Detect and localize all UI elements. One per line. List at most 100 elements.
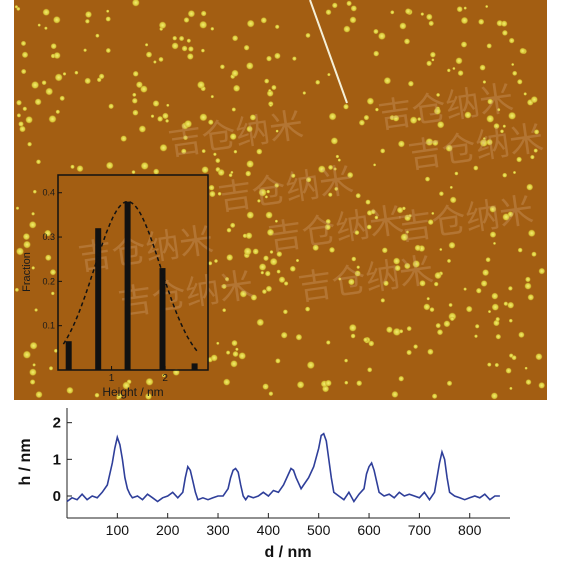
profile-x-tick-label: 200: [156, 522, 180, 538]
afm-particle: [105, 16, 111, 22]
afm-particle: [55, 109, 61, 115]
afm-particle: [95, 33, 100, 38]
afm-particle: [231, 35, 239, 42]
inset-bar: [124, 201, 131, 370]
afm-particle: [50, 291, 55, 296]
afm-particle: [144, 43, 149, 47]
profile-y-tick-label: 2: [53, 415, 61, 432]
afm-particle: [53, 51, 61, 60]
afm-particle: [433, 107, 442, 115]
afm-particle: [131, 170, 136, 175]
afm-particle: [215, 157, 221, 164]
afm-particle: [449, 196, 457, 204]
afm-particle: [20, 68, 27, 75]
afm-particle: [140, 85, 148, 93]
afm-particle: [276, 251, 283, 258]
afm-particle: [508, 318, 513, 323]
afm-particle: [306, 361, 315, 370]
afm-particle: [424, 176, 431, 182]
afm-particle: [283, 281, 289, 286]
afm-particle: [474, 334, 478, 339]
afm-particle: [495, 333, 502, 340]
afm-particle: [120, 135, 128, 143]
afm-particle: [480, 280, 488, 287]
afm-particle: [22, 106, 28, 112]
afm-particle: [446, 68, 451, 73]
afm-particle: [162, 112, 169, 120]
afm-particle: [485, 4, 489, 9]
afm-particle: [260, 17, 268, 24]
afm-particle: [489, 231, 497, 239]
afm-particle: [328, 112, 337, 121]
afm-particle: [106, 9, 110, 13]
afm-image: 吉仓纳米 吉仓纳米 吉仓纳米 吉仓纳米 吉仓纳米 吉仓纳米 吉仓纳米 吉仓纳米 …: [14, 0, 547, 400]
afm-particle: [224, 276, 230, 282]
afm-particle: [482, 269, 490, 277]
afm-particle: [276, 269, 281, 274]
afm-particle: [501, 29, 508, 36]
afm-particle: [478, 18, 485, 25]
afm-particle: [153, 60, 157, 64]
afm-particle: [166, 103, 170, 108]
afm-particle: [436, 120, 445, 129]
afm-particle: [258, 263, 267, 271]
afm-particle: [132, 92, 137, 98]
afm-particle: [518, 331, 525, 339]
afm-particle: [171, 42, 179, 50]
afm-particle: [431, 393, 438, 400]
afm-particle: [16, 113, 22, 118]
afm-particle: [335, 154, 340, 159]
scratch-line: [309, 0, 348, 104]
inset-y-tick-label: 0.4: [42, 188, 55, 198]
afm-particle: [435, 322, 442, 329]
inset-y-tick-label: 0.2: [42, 276, 55, 286]
afm-particle: [29, 379, 36, 385]
afm-particle: [363, 114, 370, 121]
afm-particle: [260, 270, 265, 275]
afm-particle: [295, 258, 300, 263]
afm-particle: [184, 119, 193, 128]
afm-particle: [426, 296, 431, 301]
afm-particle: [226, 227, 232, 233]
afm-particle: [456, 6, 463, 13]
afm-particle: [239, 290, 248, 298]
afm-particle: [491, 303, 500, 311]
afm-particle: [289, 265, 296, 272]
afm-particle: [527, 229, 536, 238]
afm-particle: [381, 247, 388, 254]
afm-particle: [434, 271, 442, 280]
afm-particle: [439, 247, 443, 252]
afm-particle: [399, 22, 407, 30]
afm-particle: [373, 28, 379, 35]
afm-particle: [325, 9, 332, 16]
afm-particle: [392, 327, 401, 337]
afm-particle: [18, 121, 24, 127]
inset-y-axis-label: Fraction: [21, 252, 33, 292]
afm-particle: [275, 358, 281, 364]
afm-particle: [333, 167, 337, 171]
afm-particle: [44, 229, 52, 237]
afm-particle: [351, 256, 357, 262]
afm-particle: [479, 138, 488, 148]
afm-particle: [14, 287, 20, 292]
afm-particle: [66, 386, 74, 395]
afm-particle: [28, 220, 37, 229]
afm-particle: [455, 57, 463, 65]
afm-particle: [526, 183, 534, 191]
afm-particle: [412, 260, 421, 268]
afm-particle: [145, 51, 153, 58]
afm-particle: [274, 182, 280, 188]
afm-particle: [377, 32, 386, 41]
afm-particle: [35, 390, 43, 399]
afm-particle: [158, 21, 167, 30]
profile-x-tick-label: 700: [408, 522, 432, 538]
afm-particle: [512, 70, 518, 77]
afm-particle: [182, 135, 189, 141]
afm-particle: [312, 244, 320, 252]
afm-particle: [533, 148, 538, 153]
afm-particle: [243, 247, 252, 256]
inset-fit-curve: [62, 200, 199, 353]
afm-particle: [83, 48, 87, 53]
afm-particle: [232, 350, 239, 358]
